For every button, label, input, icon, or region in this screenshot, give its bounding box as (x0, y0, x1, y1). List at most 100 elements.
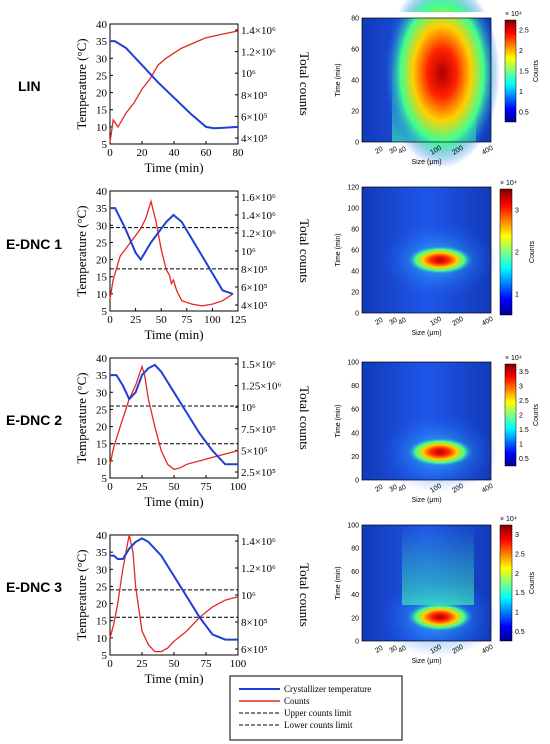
hm-x-tick-label: 40 (397, 317, 407, 327)
x-tick-label: 25 (137, 481, 149, 493)
y-tick-label: 5 (102, 473, 108, 485)
y-tick-label: 25 (96, 70, 108, 82)
x-tick-label: 50 (169, 481, 181, 493)
y-tick-label: 10 (96, 289, 108, 301)
x-tick-label: 25 (137, 658, 149, 670)
heatmap-hotspot (406, 602, 474, 632)
y2-axis-label: Total counts (297, 386, 312, 450)
legend-temp-label: Crystallizer temperature (284, 684, 371, 694)
counts-series-line (109, 198, 234, 307)
hm-y-tick-label: 40 (351, 430, 359, 437)
colorbar-exponent: × 10⁴ (500, 180, 517, 187)
hm-y-tick-label: 60 (351, 569, 359, 576)
y2-tick-label: 4×10⁵ (241, 300, 268, 312)
hm-x-tick-label: 200 (451, 145, 465, 157)
x-tick-label: 0 (107, 314, 113, 326)
hm-y-tick-label: 0 (355, 639, 359, 646)
hm-x-tick-label: 30 (388, 317, 398, 327)
hm-x-tick-label: 40 (397, 484, 407, 494)
y2-tick-label: 1.5×10⁶ (241, 359, 276, 371)
colorbar-tick-label: 2.5 (519, 28, 529, 35)
y-axis-label: Temperature (°C) (74, 549, 89, 640)
y-tick-label: 25 (96, 237, 108, 249)
line-chart-ednc1: 5 10 15 20 25 30 35 40 0 25 50 75 100 125 1.6×10⁶ 1.4×1… (74, 186, 312, 342)
hm-x-tick-label: 400 (481, 316, 495, 328)
hm-y-tick-label: 100 (347, 206, 359, 213)
heatmap-frame (361, 524, 492, 642)
row-label-ednc1: E-DNC 1 (6, 236, 62, 252)
hm-y-tick-label: 40 (351, 78, 359, 85)
hm-y-axis-label: Time (min) (335, 566, 342, 599)
y2-tick-label: 8×10⁵ (241, 90, 268, 102)
y2-tick-label: 10⁶ (241, 68, 256, 80)
hm-x-tick-label: 100 (429, 316, 443, 328)
hm-x-axis-label: Size (μm) (411, 497, 441, 504)
y-tick-label: 10 (96, 122, 108, 134)
y-tick-label: 15 (96, 105, 108, 117)
y-tick-label: 30 (96, 564, 108, 576)
y2-tick-label: 7.5×10⁵ (241, 424, 276, 436)
hm-x-tick-label: 20 (374, 317, 384, 327)
colorbar-label: Counts (529, 571, 536, 594)
x-tick-label: 80 (233, 147, 245, 159)
hm-x-tick-label: 400 (481, 145, 495, 157)
x-tick-label: 0 (107, 658, 113, 670)
x-tick-label: 60 (201, 147, 213, 159)
heatmap-hotspot (406, 245, 474, 275)
colorbar (504, 363, 517, 467)
colorbar-tick-label: 3 (519, 383, 523, 390)
legend-upper-label: Upper counts limit (284, 708, 352, 718)
y-tick-label: 35 (96, 36, 108, 48)
x-tick-label: 100 (204, 314, 221, 326)
hm-y-tick-label: 20 (351, 615, 359, 622)
hm-x-tick-label: 20 (374, 484, 384, 494)
hm-y-tick-label: 20 (351, 454, 359, 461)
y-tick-label: 15 (96, 439, 108, 451)
heatmap-region (402, 525, 474, 605)
hm-x-tick-label: 100 (429, 483, 443, 495)
colorbar-label: Counts (533, 59, 540, 82)
colorbar-label: Counts (533, 403, 540, 426)
hm-x-tick-label: 100 (429, 644, 443, 656)
y-tick-label: 5 (102, 650, 108, 662)
y2-tick-label: 4×10⁵ (241, 133, 268, 145)
hm-y-tick-label: 80 (351, 227, 359, 234)
y2-tick-label: 2.5×10⁵ (241, 467, 276, 479)
colorbar-tick-label: 3 (515, 532, 519, 539)
colorbar-tick-label: 1 (519, 442, 523, 449)
hm-y-axis-label: Time (min) (335, 233, 342, 266)
line-chart-lin: 5 10 15 20 25 30 35 40 0 20 40 60 80 1.4×10⁶ 1.2×10⁶ 10… (74, 19, 312, 175)
x-tick-label: 100 (230, 658, 247, 670)
y2-axis-label: Total counts (297, 52, 312, 116)
hm-x-tick-label: 400 (481, 644, 495, 656)
y2-tick-label: 1.4×10⁶ (241, 210, 276, 222)
line-chart-ednc3: 5 10 15 20 25 30 35 40 0 25 50 75 100 1.4×10⁶ 1.2×10⁶ 1… (74, 530, 312, 686)
y-tick-label: 15 (96, 272, 108, 284)
y-tick-label: 20 (96, 88, 108, 100)
colorbar (499, 524, 513, 642)
hm-y-tick-label: 120 (347, 185, 359, 192)
x-axis-label: Time (min) (144, 160, 203, 175)
y2-tick-label: 8×10⁵ (241, 617, 268, 629)
colorbar-tick-label: 1 (519, 89, 523, 96)
colorbar-tick-label: 3 (515, 208, 519, 215)
y-tick-label: 5 (102, 306, 108, 318)
heatmap-hotspot (384, 0, 500, 168)
x-axis-label: Time (min) (144, 327, 203, 342)
hm-y-tick-label: 20 (351, 109, 359, 116)
x-tick-label: 50 (169, 658, 181, 670)
y-tick-label: 25 (96, 404, 108, 416)
y2-tick-label: 1.6×10⁶ (241, 192, 276, 204)
y2-tick-label: 1.25×10⁶ (241, 381, 281, 393)
legend-counts-label: Counts (284, 696, 310, 706)
temperature-series-line (110, 40, 239, 130)
hm-x-tick-label: 40 (397, 146, 407, 156)
y-tick-label: 40 (96, 530, 108, 542)
row-label-lin: LIN (18, 78, 41, 94)
colorbar-label: Counts (529, 240, 536, 263)
y-tick-label: 5 (102, 139, 108, 151)
x-tick-label: 100 (230, 481, 247, 493)
